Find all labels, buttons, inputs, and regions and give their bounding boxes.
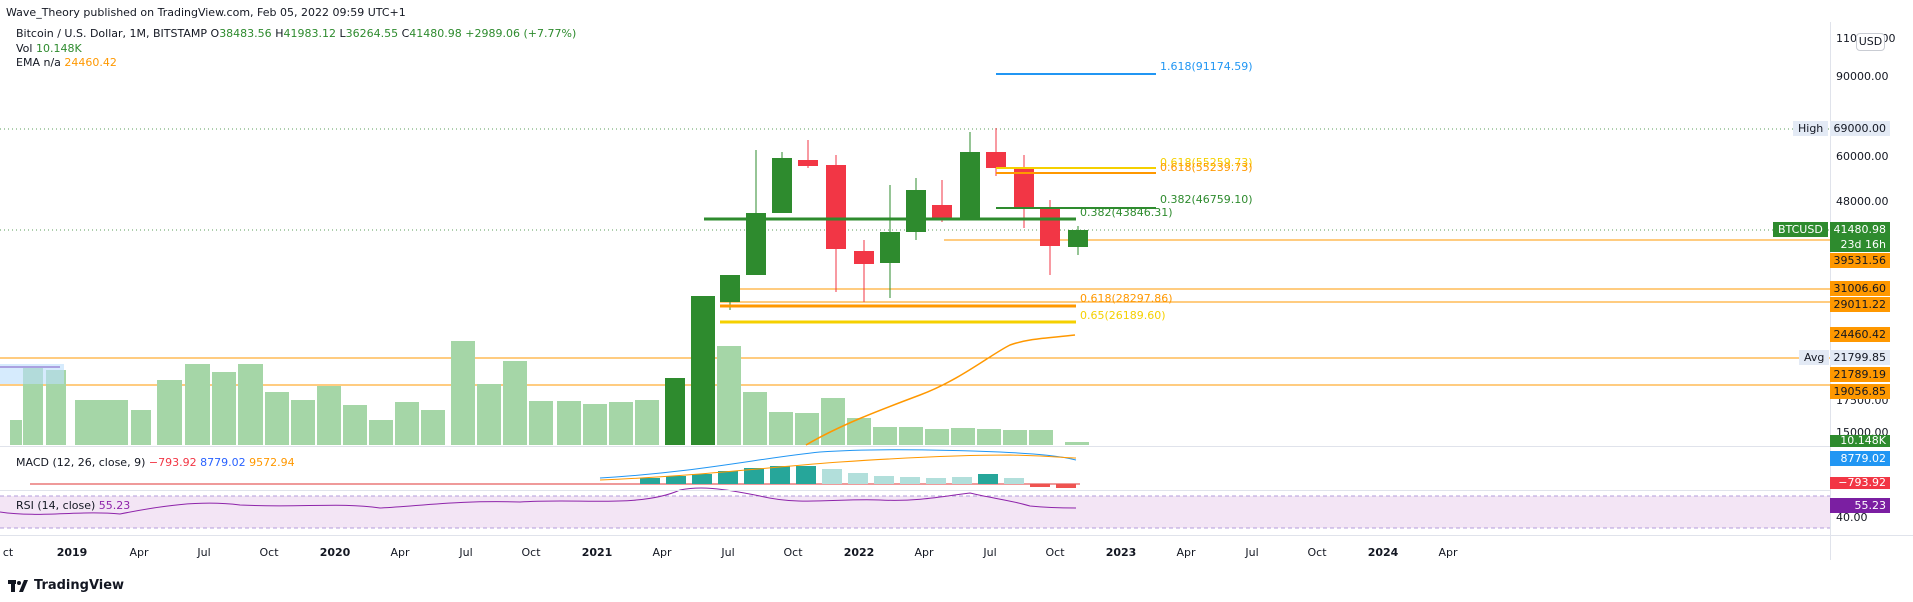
time-tick: Jul	[983, 546, 997, 559]
last-price-tag: 41480.98	[1830, 222, 1890, 237]
vol-value: 10.148K	[35, 42, 82, 55]
candle-bodies-down	[798, 152, 1060, 264]
brand-name: TradingView	[34, 578, 125, 593]
tradingview-logo-icon	[8, 579, 28, 592]
rsi-line	[0, 487, 1077, 515]
candle-bodies-up	[694, 152, 1088, 380]
fib-1618-label: 1.618(91174.59)	[1160, 60, 1253, 73]
ema-legend[interactable]: EMA n/a 24460.42	[16, 56, 117, 69]
time-tick: 2022	[843, 546, 875, 559]
time-tick: Apr	[1176, 546, 1196, 559]
symbol-name[interactable]: Bitcoin / U.S. Dollar, 1M, BITSTAMP	[16, 27, 208, 40]
time-tick: 2019	[56, 546, 88, 559]
high-value-tag: 69000.00	[1830, 121, 1890, 136]
ema-value: 24460.42	[64, 56, 117, 69]
time-tick: 2021	[581, 546, 613, 559]
fib-0618a-label: 0.618(55259.73)	[1160, 156, 1253, 169]
rsi-tick-40: 40.00	[1836, 511, 1868, 524]
close-value: 41480.98	[409, 27, 462, 40]
time-tick: Jul	[459, 546, 473, 559]
publisher-header: Wave_Theory published on TradingView.com…	[6, 6, 406, 19]
level-tag-21789: 21789.19	[1830, 367, 1890, 382]
symbol-tag: BTCUSD	[1773, 222, 1828, 237]
price-tick-90000: 90000.00	[1836, 70, 1889, 83]
time-tick: Apr	[390, 546, 410, 559]
time-tick: Oct	[259, 546, 279, 559]
macd-signal-line	[599, 454, 1077, 481]
time-tick: Jul	[721, 546, 735, 559]
high-value: 41983.12	[283, 27, 336, 40]
time-tick: Jul	[197, 546, 211, 559]
price-tick-60000: 60000.00	[1836, 150, 1889, 163]
rsi-legend[interactable]: RSI (14, close) 55.23	[16, 499, 131, 512]
ema-tag: 24460.42	[1830, 327, 1890, 342]
vol-tag: 10.148K	[1830, 435, 1890, 447]
time-tick: Oct	[1045, 546, 1065, 559]
time-tick: Apr	[914, 546, 934, 559]
pane-separator-macd[interactable]	[0, 446, 1830, 447]
tradingview-logo[interactable]: TradingView	[8, 578, 124, 593]
rsi-value: 55.23	[98, 499, 131, 512]
high-label-tag: High	[1793, 121, 1829, 136]
time-tick: Oct	[783, 546, 803, 559]
ema-line	[805, 334, 1076, 446]
fib-0382a-label: 0.382(46759.10)	[1160, 193, 1253, 206]
volume-bars	[10, 341, 1089, 445]
time-tick: ct	[2, 546, 14, 559]
avg-value-tag: 21799.85	[1830, 350, 1890, 365]
time-tick: 2024	[1367, 546, 1399, 559]
macd-legend[interactable]: MACD (12, 26, close, 9) −793.92 8779.02 …	[16, 456, 295, 469]
macd-histogram	[30, 466, 1080, 488]
time-tick: Apr	[1438, 546, 1458, 559]
time-tick: Apr	[652, 546, 672, 559]
level-tag-29011: 29011.22	[1830, 297, 1890, 312]
time-tick: Jul	[1245, 546, 1259, 559]
time-tick: Oct	[521, 546, 541, 559]
change-value: +2989.06 (+7.77%)	[465, 27, 577, 40]
macd-hist-tag: −793.92	[1830, 477, 1890, 489]
time-tick: 2023	[1105, 546, 1137, 559]
time-axis-border	[0, 535, 1913, 536]
fib-0618c-label: 0.618(28297.86)	[1080, 292, 1173, 305]
symbol-legend: Bitcoin / U.S. Dollar, 1M, BITSTAMP O384…	[16, 27, 577, 40]
macd-value: 8779.02	[200, 456, 246, 469]
level-tag-19056: 19056.85	[1830, 384, 1890, 399]
time-tick: 2020	[319, 546, 351, 559]
fib-0618b-label: 0.618(55239.73)	[1160, 161, 1253, 174]
countdown-tag: 23d 16h	[1830, 237, 1890, 252]
vol-legend[interactable]: Vol 10.148K	[16, 42, 82, 55]
low-value: 36264.55	[345, 27, 399, 40]
price-tick-48000: 48000.00	[1836, 195, 1889, 208]
level-tag-31006: 31006.60	[1830, 281, 1890, 296]
level-tag-39531: 39531.56	[1830, 253, 1890, 268]
avg-label-tag: Avg	[1799, 350, 1830, 365]
macd-hist-value: −793.92	[148, 456, 197, 469]
left-range-box	[0, 364, 64, 384]
macd-line	[599, 449, 1077, 479]
fib-0382b-label: 0.382(43846.31)	[1080, 206, 1173, 219]
macd-signal-value: 9572.94	[249, 456, 295, 469]
pane-separator-rsi[interactable]	[0, 490, 1830, 491]
open-value: 38483.56	[219, 27, 272, 40]
rsi-tag: 55.23	[1830, 498, 1890, 513]
rsi-band	[0, 496, 1830, 528]
fib-065-label: 0.65(26189.60)	[1080, 309, 1166, 322]
time-tick: Apr	[129, 546, 149, 559]
time-tick: Oct	[1307, 546, 1327, 559]
currency-button[interactable]: USD	[1856, 33, 1885, 51]
macd-tag: 8779.02	[1830, 451, 1890, 466]
